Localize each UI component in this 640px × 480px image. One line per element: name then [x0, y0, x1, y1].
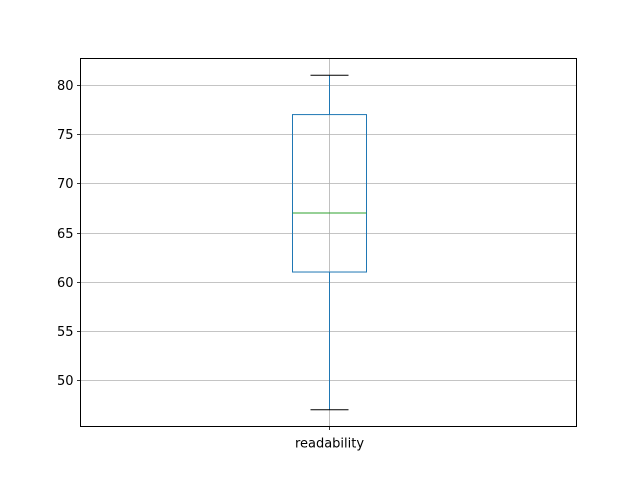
grid	[80, 58, 577, 427]
y-tick-label: 55	[57, 325, 74, 340]
x-axis: readability	[295, 426, 364, 452]
y-tick-label: 60	[57, 276, 74, 291]
x-tick-label: readability	[295, 437, 364, 452]
y-tick-label: 75	[57, 128, 74, 143]
plot-frame	[80, 58, 577, 427]
y-tick-label: 50	[57, 374, 74, 389]
y-tick-label: 70	[57, 177, 74, 192]
boxes	[292, 74, 367, 411]
box-iqr	[292, 114, 367, 273]
y-tick-label: 65	[57, 227, 74, 242]
y-tick-label: 80	[57, 79, 74, 94]
y-axis: 50 55 60 65 70 75 80	[57, 79, 81, 389]
